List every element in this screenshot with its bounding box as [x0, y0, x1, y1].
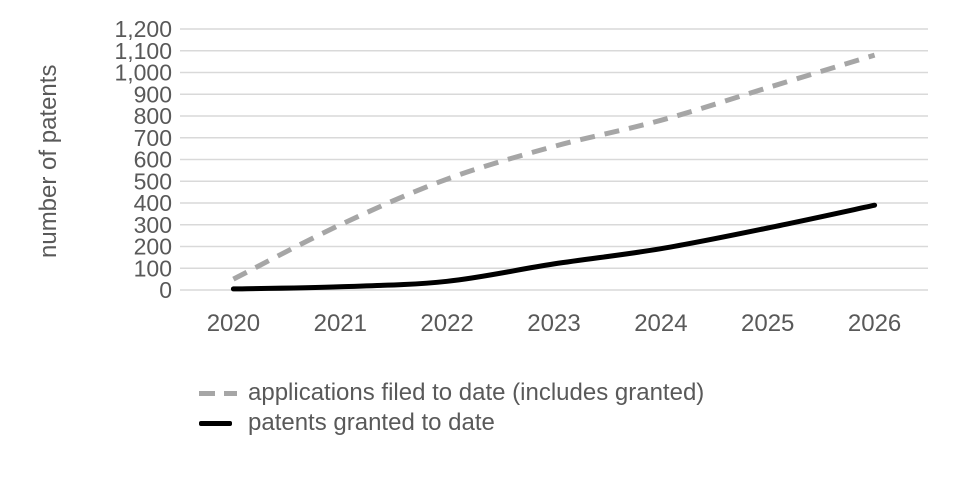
y-tick-label: 1,100 — [114, 38, 172, 64]
x-tick-label: 2022 — [420, 310, 473, 337]
series-line-granted — [230, 202, 878, 292]
y-tick-label: 800 — [134, 103, 172, 129]
x-tick-label: 2020 — [207, 310, 260, 337]
solid-line-swatch — [199, 420, 232, 426]
legend-label-applications: applications filed to date (includes gra… — [248, 379, 705, 406]
y-tick-label: 500 — [134, 168, 172, 194]
x-tick-label: 2023 — [527, 310, 580, 337]
y-tick-label: 0 — [159, 277, 172, 303]
series-line-applications — [232, 52, 876, 282]
y-tick-label: 1,000 — [114, 60, 172, 86]
y-tick-label: 200 — [134, 234, 172, 260]
x-tick-label: 2021 — [314, 310, 367, 337]
y-tick-label: 600 — [134, 147, 172, 173]
y-tick-label: 700 — [134, 125, 172, 151]
y-tick-label: 300 — [134, 212, 172, 238]
x-tick-label: 2024 — [634, 310, 687, 337]
y-axis-title: number of patents — [35, 64, 62, 258]
legend-item-applications: applications filed to date (includes gra… — [199, 378, 704, 408]
y-tick-label: 400 — [134, 190, 172, 216]
legend-item-granted: patents granted to date — [199, 408, 704, 438]
x-tick-label: 2026 — [848, 310, 901, 337]
y-tick-label: 900 — [134, 81, 172, 107]
legend: applications filed to date (includes gra… — [199, 378, 704, 438]
dashed-line-swatch — [199, 390, 237, 396]
y-tick-label: 100 — [134, 255, 172, 281]
x-tick-label: 2025 — [741, 310, 794, 337]
legend-label-granted: patents granted to date — [248, 409, 495, 436]
y-tick-label: 1,200 — [114, 16, 172, 42]
